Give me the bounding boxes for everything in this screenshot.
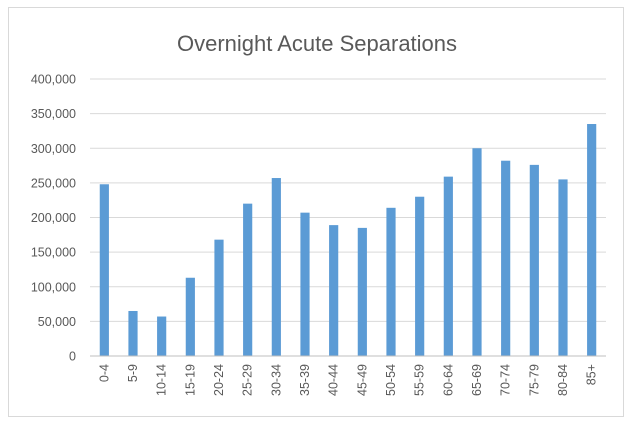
x-tick-label: 60-64 xyxy=(441,364,455,396)
x-tick-label: 55-59 xyxy=(413,364,427,396)
bar-70-74 xyxy=(501,160,511,356)
y-tick-label: 200,000 xyxy=(31,211,76,225)
x-axis-ticks: 0-4 5-9 10-14 15-19 20-24 25-29 30-34 35-39 40-4… xyxy=(97,364,598,396)
y-tick-label: 100,000 xyxy=(31,280,76,294)
x-tick-label: 75-79 xyxy=(527,364,541,396)
bar-25-29 xyxy=(243,203,253,356)
x-tick-label: 15-19 xyxy=(183,364,197,396)
x-tick-label: 30-34 xyxy=(269,364,283,396)
bar-85+ xyxy=(587,124,597,356)
bar-45-49 xyxy=(357,227,367,356)
y-tick-label: 0 xyxy=(69,350,76,364)
chart-frame xyxy=(8,7,624,417)
bar-80-84 xyxy=(558,179,568,356)
bar-35-39 xyxy=(300,212,310,356)
y-tick-label: 250,000 xyxy=(31,176,76,190)
y-tick-label: 300,000 xyxy=(31,142,76,156)
chart-title: Overnight Acute Separations xyxy=(177,31,457,56)
x-tick-label: 70-74 xyxy=(499,364,513,396)
bar-0-4 xyxy=(99,184,109,356)
x-tick-label: 50-54 xyxy=(384,364,398,396)
y-axis-ticks: 0 50,000 100,000 150,000 200,000 250,000 300,0… xyxy=(31,73,76,364)
bar-60-64 xyxy=(443,176,453,356)
bar-5-9 xyxy=(128,310,138,356)
bar-50-54 xyxy=(386,207,396,356)
bar-20-24 xyxy=(214,239,224,356)
gridlines xyxy=(90,78,606,322)
x-tick-label: 20-24 xyxy=(212,364,226,396)
y-tick-label: 50,000 xyxy=(38,315,76,329)
bar-10-14 xyxy=(157,316,167,356)
bar-55-59 xyxy=(415,196,425,356)
x-tick-label: 25-29 xyxy=(241,364,255,396)
bars xyxy=(99,124,597,356)
y-tick-label: 150,000 xyxy=(31,246,76,260)
x-tick-label: 45-49 xyxy=(355,364,369,396)
y-tick-label: 400,000 xyxy=(31,73,76,87)
y-tick-label: 350,000 xyxy=(31,107,76,121)
bar-65-69 xyxy=(472,148,482,356)
x-tick-label: 35-39 xyxy=(298,364,312,396)
bar-15-19 xyxy=(185,277,195,356)
x-tick-label: 5-9 xyxy=(126,364,140,382)
x-tick-label: 85+ xyxy=(585,364,599,385)
bar-30-34 xyxy=(271,178,281,356)
x-tick-label: 0-4 xyxy=(97,364,111,382)
x-tick-label: 80-84 xyxy=(556,364,570,396)
x-tick-label: 65-69 xyxy=(470,364,484,396)
x-tick-label: 40-44 xyxy=(327,364,341,396)
bar-40-44 xyxy=(329,225,339,356)
x-tick-label: 10-14 xyxy=(155,364,169,396)
bar-75-79 xyxy=(529,164,539,356)
